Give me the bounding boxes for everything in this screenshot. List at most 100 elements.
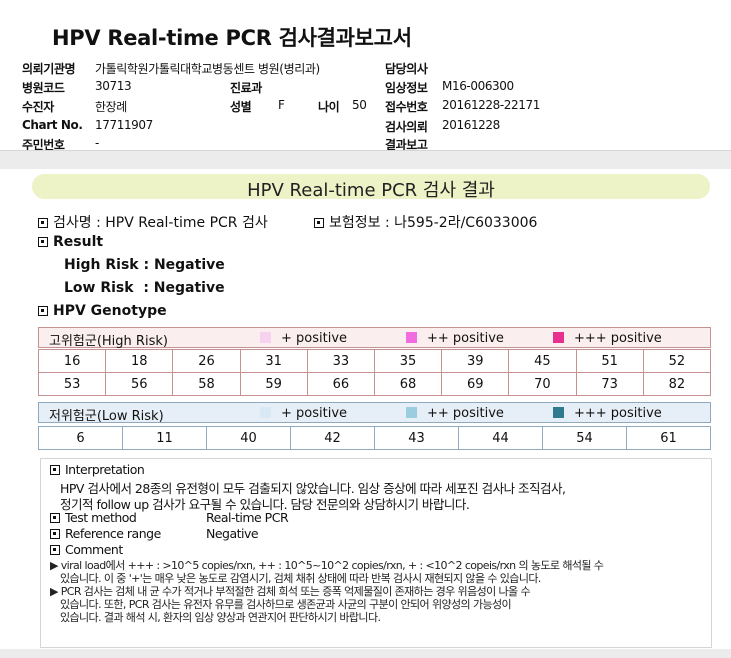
test-method-row: Test method: [50, 510, 137, 525]
comment-row: Comment: [50, 542, 123, 557]
request-date-value: 20161228: [442, 118, 500, 132]
test-method-value: Real-time PCR: [206, 510, 289, 525]
genotype-cell: 42: [290, 426, 375, 450]
insurance-row: 보험정보 : 나595-2라/C6033006: [314, 212, 537, 232]
legend-swatch: [406, 332, 417, 343]
genotype-cell: 18: [105, 349, 174, 373]
legend-plus-plus-plus: +++ positive: [553, 331, 662, 346]
legend-plus-plus-plus: +++ positive: [553, 406, 662, 421]
bullet-square-icon: [50, 529, 60, 539]
genotype-heading: HPV Genotype: [53, 303, 167, 319]
institution-label: 의뢰기관명: [22, 62, 76, 76]
legend-label: + positive: [281, 331, 348, 346]
test-method-label: Test method: [65, 510, 137, 525]
genotype-cell: 56: [105, 372, 174, 396]
resident-no-value: -: [95, 136, 99, 150]
genotype-cell: 44: [458, 426, 543, 450]
low-risk-title: 저위험군(Low Risk): [49, 409, 164, 424]
sex-label: 성별: [230, 100, 252, 114]
department-label: 진료과: [230, 81, 262, 95]
high-risk-result: High Risk : Negative: [64, 257, 225, 273]
high-risk-header: 고위험군(High Risk) + positive ++ positive +…: [38, 327, 711, 349]
chart-no-label: Chart No.: [22, 118, 83, 132]
genotype-cell: 43: [374, 426, 459, 450]
patient-value: 한장례: [95, 100, 127, 114]
insurance-info: 보험정보 : 나595-2라/C6033006: [329, 215, 538, 231]
legend-plus: + positive: [260, 406, 347, 421]
genotype-cell: 6: [38, 426, 123, 450]
legend-swatch: [553, 407, 564, 418]
reference-range-label: Reference range: [65, 526, 161, 541]
low-risk-header: 저위험군(Low Risk) + positive ++ positive ++…: [38, 402, 711, 424]
genotype-cell: 26: [172, 349, 241, 373]
comment-line: ▶ PCR 검사는 검체 내 균 수가 적거나 부적절한 검체 희석 또는 증폭…: [50, 585, 531, 598]
legend-swatch: [260, 332, 271, 343]
low-risk-genotype-table: 6 11 40 42 43 44 54 61: [38, 426, 711, 450]
legend-label: ++ positive: [427, 331, 504, 346]
genotype-cell: 73: [575, 372, 644, 396]
legend-label: +++ positive: [574, 331, 662, 346]
legend-swatch: [260, 407, 271, 418]
genotype-cell: 59: [239, 372, 308, 396]
receipt-no-label: 접수번호: [385, 100, 428, 114]
patient-label: 수진자: [22, 100, 54, 114]
genotype-cell: 54: [542, 426, 627, 450]
bottom-bar: [0, 649, 731, 658]
bullet-square-icon: [50, 465, 60, 475]
test-name: 검사명 : HPV Real-time PCR 검사: [53, 215, 268, 231]
resident-no-label: 주민번호: [22, 138, 65, 152]
bullet-square-icon: [314, 218, 324, 228]
table-row: 16 18 26 31 33 35 39 45 51 52: [37, 349, 712, 373]
comment-line: 있습니다. 이 중 '+'는 매우 낮은 농도로 감염시기, 검체 채취 상태에…: [60, 572, 541, 585]
genotype-cell: 70: [508, 372, 577, 396]
section-separator: [0, 150, 731, 169]
test-name-row: 검사명 : HPV Real-time PCR 검사: [38, 212, 268, 232]
legend-plus-plus: ++ positive: [406, 331, 504, 346]
sex-value: F: [278, 98, 285, 112]
doctor-label: 담당의사: [385, 62, 428, 76]
result-heading: Result: [53, 234, 104, 250]
bullet-square-icon: [38, 237, 48, 247]
clinical-info-label: 임상정보: [385, 81, 428, 95]
interpretation-line: HPV 검사에서 28종의 유전형이 모두 검출되지 않았습니다. 임상 증상에…: [60, 481, 566, 496]
result-report-label: 결과보고: [385, 138, 428, 152]
genotype-cell: 45: [508, 349, 577, 373]
reference-range-value: Negative: [206, 526, 259, 541]
genotype-cell: 68: [373, 372, 443, 396]
age-value: 50: [352, 98, 367, 112]
comment-line: ▶ viral load에서 +++ : >10^5 copies/rxn, +…: [50, 559, 604, 572]
institution-value: 가톨릭학원가톨릭대학교병동센트 병원(병리과): [95, 62, 320, 76]
age-label: 나이: [318, 100, 340, 114]
genotype-cell: 16: [37, 349, 107, 373]
high-risk-title: 고위험군(High Risk): [49, 334, 168, 349]
table-row: 6 11 40 42 43 44 54 61: [38, 426, 711, 450]
interpretation-heading-row: Interpretation: [50, 462, 145, 477]
result-banner: [32, 174, 710, 199]
genotype-cell: 53: [37, 372, 107, 396]
interpretation-heading: Interpretation: [65, 462, 145, 477]
request-date-label: 검사의뢰: [385, 120, 428, 134]
legend-label: + positive: [281, 406, 348, 421]
genotype-cell: 11: [122, 426, 207, 450]
high-risk-genotype-table: 16 18 26 31 33 35 39 45 51 52 53 56 58 5…: [37, 349, 712, 396]
genotype-cell: 69: [441, 372, 510, 396]
legend-swatch: [406, 407, 417, 418]
genotype-cell: 40: [206, 426, 291, 450]
genotype-cell: 51: [575, 349, 644, 373]
genotype-heading-row: HPV Genotype: [38, 303, 167, 319]
genotype-cell: 39: [441, 349, 510, 373]
chart-no-value: 17711907: [95, 118, 153, 132]
interpretation-line: 정기적 follow up 검사가 요구될 수 있습니다. 담당 전문의와 상담…: [60, 497, 470, 512]
bullet-square-icon: [38, 306, 48, 316]
genotype-cell: 31: [239, 349, 308, 373]
genotype-cell: 82: [642, 372, 712, 396]
result-banner-title: HPV Real-time PCR 검사 결과: [247, 180, 495, 201]
table-row: 53 56 58 59 66 68 69 70 73 82: [37, 372, 712, 396]
hospital-code-label: 병원코드: [22, 81, 65, 95]
low-risk-result: Low Risk : Negative: [64, 280, 225, 296]
receipt-no-value: 20161228-22171: [442, 98, 540, 112]
reference-range-row: Reference range: [50, 526, 161, 541]
interpretation-box: [40, 458, 712, 648]
genotype-cell: 66: [306, 372, 375, 396]
genotype-cell: 33: [306, 349, 375, 373]
